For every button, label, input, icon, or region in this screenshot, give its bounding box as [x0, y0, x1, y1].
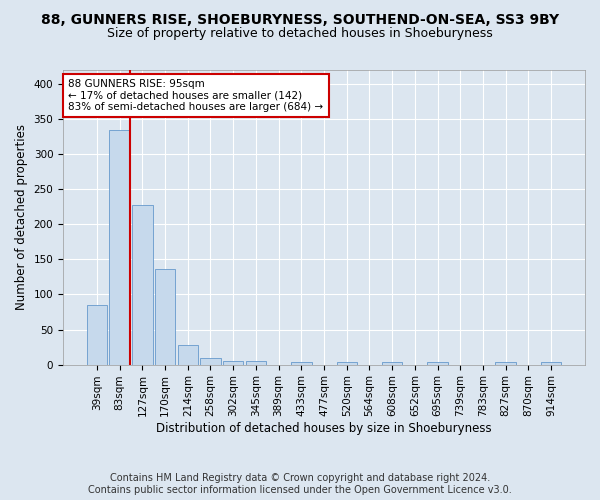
Bar [200, 358, 221, 364]
Text: 88, GUNNERS RISE, SHOEBURYNESS, SOUTHEND-ON-SEA, SS3 9BY: 88, GUNNERS RISE, SHOEBURYNESS, SOUTHEND… [41, 12, 559, 26]
Bar [245, 361, 266, 364]
Bar [382, 362, 403, 364]
Bar [155, 268, 175, 364]
Bar [178, 345, 198, 364]
Text: Size of property relative to detached houses in Shoeburyness: Size of property relative to detached ho… [107, 28, 493, 40]
Bar [132, 204, 152, 364]
Text: 88 GUNNERS RISE: 95sqm
← 17% of detached houses are smaller (142)
83% of semi-de: 88 GUNNERS RISE: 95sqm ← 17% of detached… [68, 79, 323, 112]
Bar [291, 362, 311, 364]
Bar [496, 362, 516, 364]
Text: Contains HM Land Registry data © Crown copyright and database right 2024.
Contai: Contains HM Land Registry data © Crown c… [88, 474, 512, 495]
Bar [427, 362, 448, 364]
X-axis label: Distribution of detached houses by size in Shoeburyness: Distribution of detached houses by size … [156, 422, 492, 435]
Y-axis label: Number of detached properties: Number of detached properties [15, 124, 28, 310]
Bar [541, 362, 561, 364]
Bar [223, 361, 244, 364]
Bar [87, 305, 107, 364]
Bar [337, 362, 357, 364]
Bar [109, 130, 130, 364]
